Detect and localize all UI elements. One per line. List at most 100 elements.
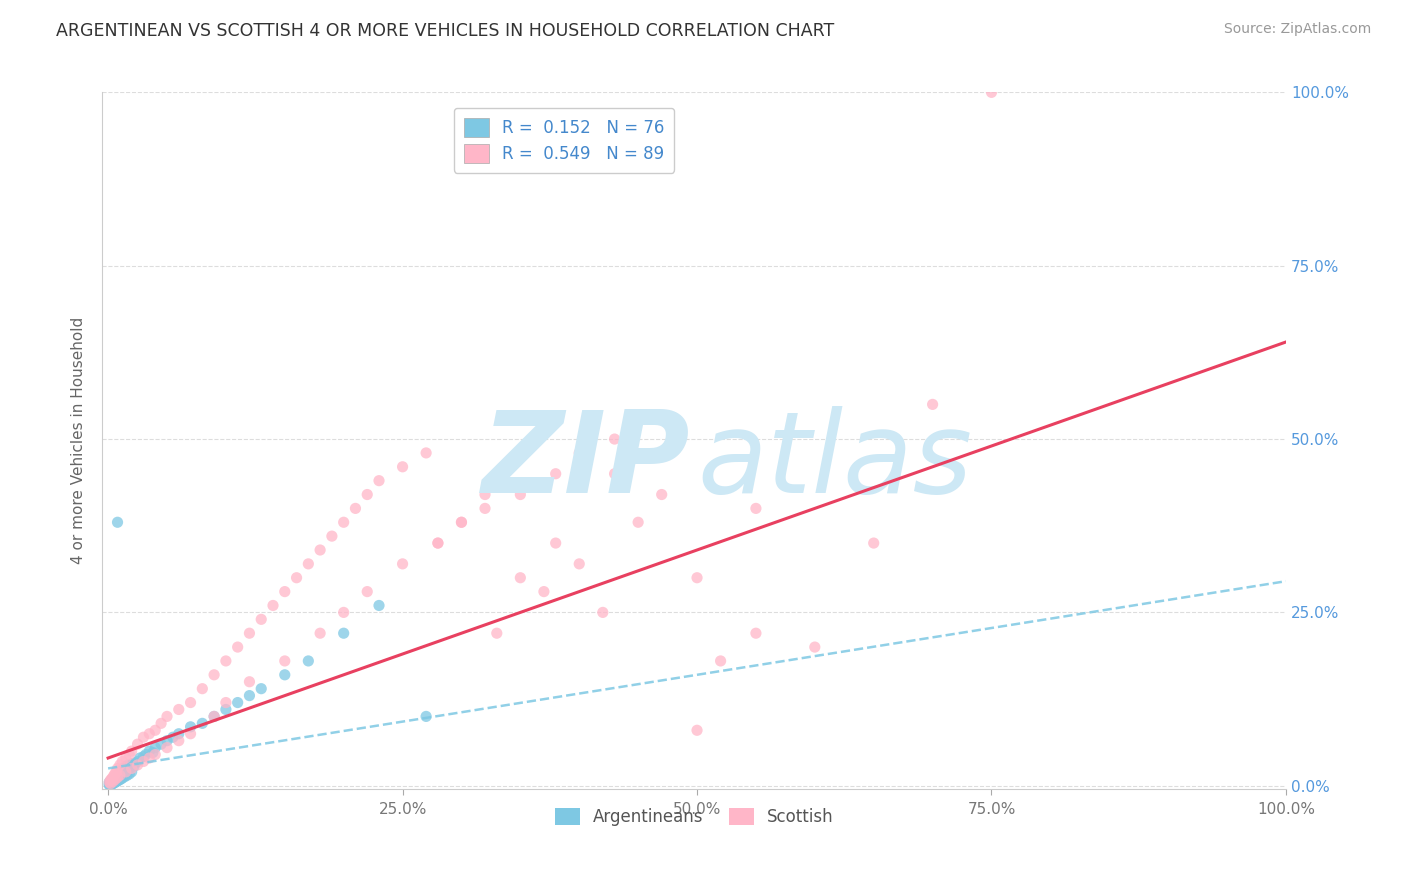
Point — [121, 744, 143, 758]
Point — [297, 654, 319, 668]
Point — [100, 777, 122, 791]
Point — [127, 755, 149, 769]
Point — [415, 446, 437, 460]
Text: ZIP: ZIP — [482, 406, 690, 517]
Point — [202, 668, 225, 682]
Point — [274, 654, 297, 668]
Point — [250, 681, 273, 696]
Y-axis label: 4 or more Vehicles in Household: 4 or more Vehicles in Household — [72, 318, 86, 565]
Point — [509, 487, 531, 501]
Point — [107, 771, 129, 785]
Point — [474, 487, 496, 501]
Point — [108, 766, 131, 780]
Point — [215, 654, 238, 668]
Point — [274, 584, 297, 599]
Point — [274, 668, 297, 682]
Text: atlas: atlas — [697, 406, 973, 517]
Point — [356, 584, 378, 599]
Point — [122, 759, 145, 773]
Point — [180, 696, 202, 710]
Text: ARGENTINEAN VS SCOTTISH 4 OR MORE VEHICLES IN HOUSEHOLD CORRELATION CHART: ARGENTINEAN VS SCOTTISH 4 OR MORE VEHICL… — [56, 22, 835, 40]
Point — [100, 777, 122, 791]
Point — [156, 740, 179, 755]
Point — [112, 764, 135, 779]
Point — [167, 727, 190, 741]
Point — [710, 654, 733, 668]
Point — [426, 536, 449, 550]
Point — [474, 501, 496, 516]
Point — [285, 571, 308, 585]
Point — [115, 768, 138, 782]
Point — [107, 767, 129, 781]
Text: Source: ZipAtlas.com: Source: ZipAtlas.com — [1223, 22, 1371, 37]
Point — [156, 733, 179, 747]
Point — [120, 759, 142, 773]
Point — [603, 432, 626, 446]
Point — [110, 772, 132, 786]
Point — [250, 612, 273, 626]
Point — [804, 640, 827, 654]
Point — [180, 720, 202, 734]
Point — [332, 606, 354, 620]
Point — [98, 778, 121, 792]
Point — [686, 723, 709, 738]
Point — [138, 744, 160, 758]
Point — [107, 772, 129, 786]
Point — [450, 515, 472, 529]
Point — [104, 771, 127, 785]
Point — [138, 751, 160, 765]
Point — [112, 761, 135, 775]
Point — [115, 759, 138, 773]
Point — [100, 777, 122, 791]
Point — [132, 730, 155, 744]
Point — [114, 764, 136, 779]
Point — [980, 86, 1002, 100]
Point — [180, 727, 202, 741]
Point — [167, 733, 190, 747]
Point — [114, 761, 136, 775]
Point — [202, 709, 225, 723]
Point — [111, 771, 134, 785]
Point — [129, 751, 152, 765]
Point — [143, 747, 166, 762]
Point — [450, 515, 472, 529]
Point — [100, 773, 122, 788]
Point — [391, 459, 413, 474]
Point — [118, 761, 141, 775]
Point — [544, 536, 567, 550]
Point — [104, 766, 127, 780]
Point — [108, 768, 131, 782]
Point — [686, 571, 709, 585]
Point — [104, 773, 127, 788]
Point — [138, 727, 160, 741]
Legend: Argentineans, Scottish: Argentineans, Scottish — [548, 802, 841, 833]
Point — [103, 768, 125, 782]
Point — [110, 764, 132, 779]
Point — [105, 769, 128, 783]
Point — [121, 761, 143, 775]
Point — [104, 772, 127, 787]
Point — [100, 772, 122, 786]
Point — [111, 766, 134, 780]
Point — [103, 772, 125, 786]
Point — [105, 774, 128, 789]
Point — [101, 774, 124, 789]
Point — [238, 689, 260, 703]
Point — [191, 716, 214, 731]
Point — [143, 740, 166, 755]
Point — [321, 529, 343, 543]
Point — [108, 772, 131, 787]
Point — [100, 777, 122, 791]
Point — [485, 626, 508, 640]
Point — [568, 557, 591, 571]
Point — [356, 487, 378, 501]
Point — [105, 773, 128, 788]
Point — [101, 775, 124, 789]
Point — [104, 775, 127, 789]
Point — [332, 515, 354, 529]
Point — [103, 774, 125, 789]
Point — [114, 764, 136, 778]
Point — [215, 696, 238, 710]
Point — [114, 751, 136, 765]
Point — [162, 730, 184, 744]
